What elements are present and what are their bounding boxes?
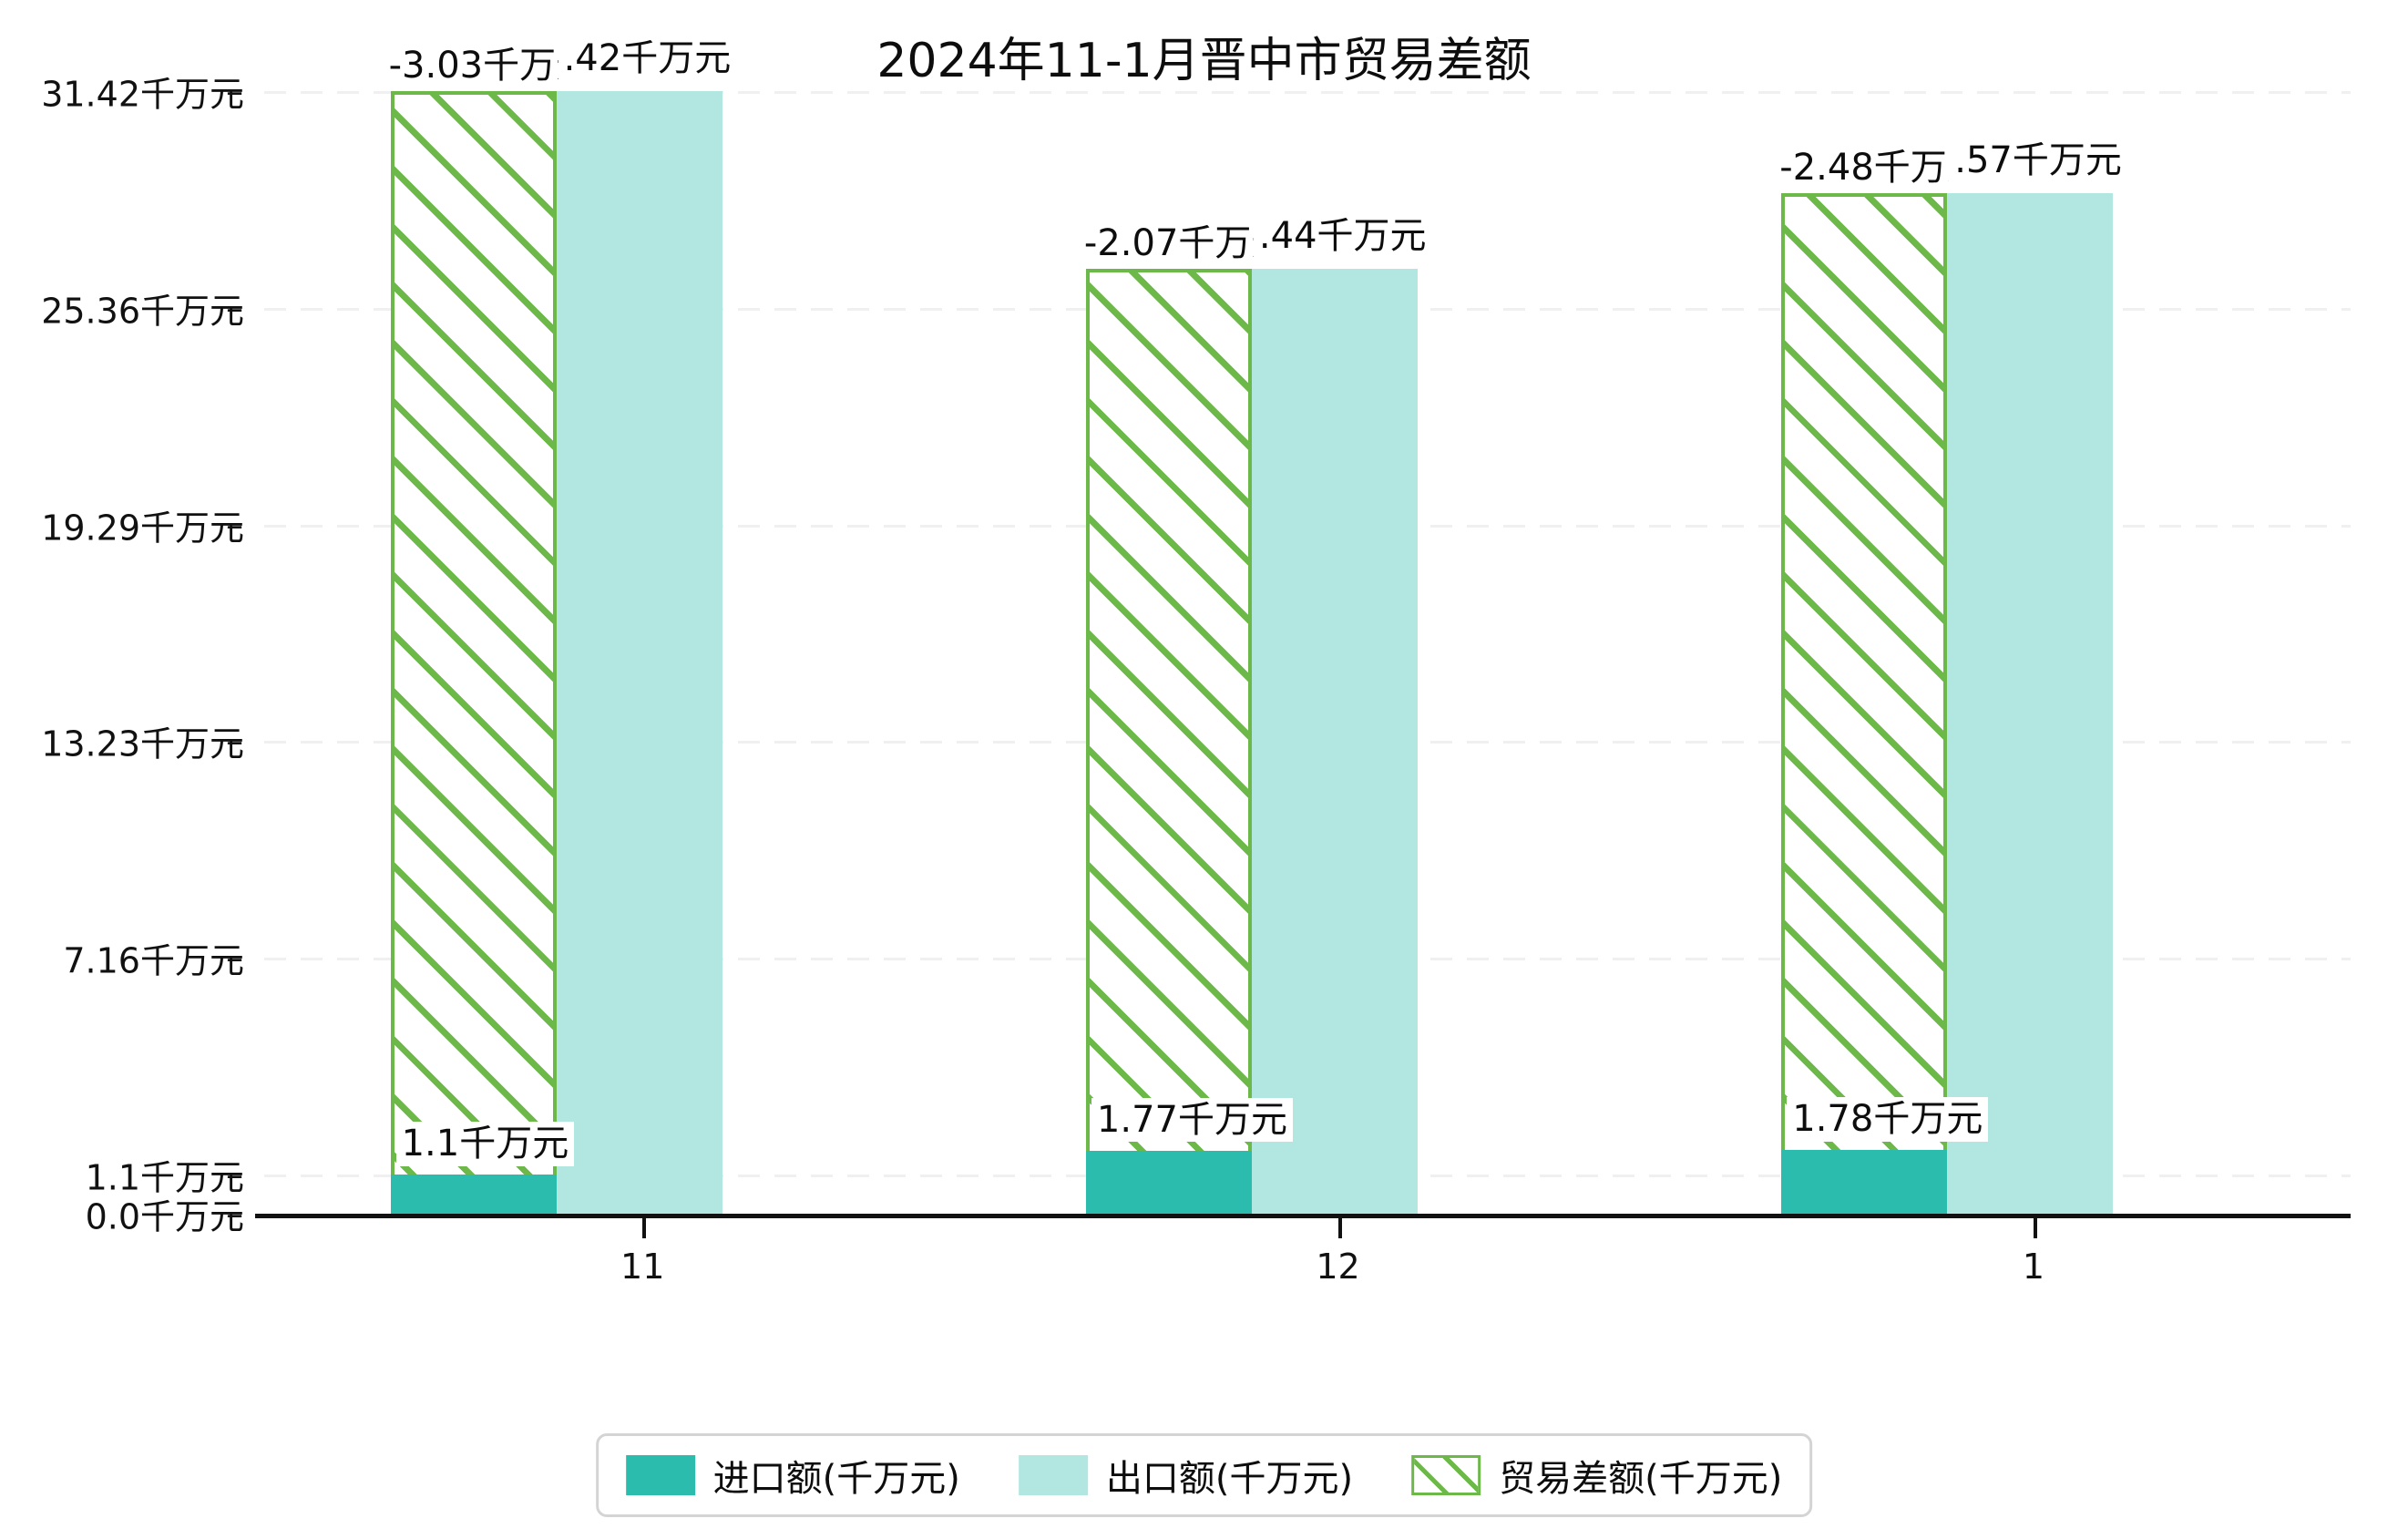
legend-label-import: 进口额(千万元): [712, 1458, 960, 1500]
y-axis-tick-mark-icon: –: [226, 721, 243, 762]
bar-export[interactable]: [1251, 269, 1418, 1214]
balance-hatch-swatch-icon: [1411, 1455, 1481, 1495]
chart-title: 2024年11-1月晋中市贸易差额: [876, 34, 1532, 88]
legend-label-balance: 贸易差额(千万元): [1499, 1458, 1783, 1500]
legend-item-balance[interactable]: 贸易差额(千万元): [1411, 1449, 1782, 1502]
grid-line: [264, 91, 2351, 94]
x-axis-tick-mark-icon: [2033, 1218, 2037, 1238]
x-axis-tick-label: 12: [1316, 1247, 1360, 1287]
y-axis-tick-label: 25.36千万元: [41, 291, 244, 332]
bar-export[interactable]: [1947, 192, 2114, 1214]
x-axis-tick-label: 11: [620, 1247, 665, 1287]
legend-label-export: 出口额(千万元): [1105, 1458, 1354, 1500]
export-color-swatch-icon: [1018, 1455, 1088, 1495]
y-axis-tick-mark-icon: –: [226, 504, 243, 545]
y-axis-tick-mark-icon: –: [226, 1154, 243, 1195]
bar-trade-balance[interactable]: [1085, 269, 1252, 1214]
value-label-import: 1.1千万元: [395, 1121, 575, 1166]
bar-import[interactable]: [1781, 1150, 1948, 1214]
value-label-export: .42千万元: [558, 36, 737, 81]
bar-trade-balance[interactable]: [390, 91, 557, 1214]
x-axis-tick-mark-icon: [642, 1218, 647, 1238]
y-axis-tick-mark-icon: –: [226, 1194, 243, 1234]
value-label-export: .44千万元: [1253, 214, 1432, 260]
y-axis-tick-label: 19.29千万元: [41, 508, 244, 549]
y-axis-tick-label: 31.42千万元: [41, 74, 244, 115]
legend-item-export[interactable]: 出口额(千万元): [1018, 1449, 1354, 1502]
x-axis-line: [255, 1214, 2351, 1218]
x-axis-tick-mark-icon: [1337, 1218, 1342, 1238]
import-color-swatch-icon: [625, 1455, 695, 1495]
bar-export[interactable]: [556, 91, 722, 1214]
x-axis-tick-label: 1: [2022, 1247, 2044, 1287]
bar-import[interactable]: [1085, 1150, 1252, 1214]
bar-trade-balance[interactable]: [1781, 192, 1948, 1214]
chart-legend: 进口额(千万元) 出口额(千万元) 贸易差额(千万元): [595, 1433, 1813, 1517]
y-axis-tick-label: 0.0千万元: [85, 1196, 244, 1237]
y-axis-tick-label: 7.16千万元: [63, 940, 244, 981]
value-label-import: 1.78千万元: [1787, 1097, 1989, 1142]
y-axis-tick-mark-icon: –: [226, 287, 243, 328]
value-label-export: .57千万元: [1949, 138, 2127, 183]
bars-layer: -3.03千万元 .42千万元 1.1千万元 -2.07千万元 .44千万元 1.77千万…: [264, 36, 2351, 1214]
y-axis-tick-label: 13.23千万元: [41, 723, 244, 764]
legend-item-import[interactable]: 进口额(千万元): [625, 1449, 960, 1502]
y-axis-tick-mark-icon: –: [226, 938, 243, 979]
bar-import[interactable]: [390, 1174, 557, 1214]
y-axis-tick-mark-icon: –: [226, 71, 243, 111]
value-label-import: 1.77千万元: [1091, 1097, 1293, 1143]
y-axis-tick-label: 1.1千万元: [85, 1157, 244, 1198]
